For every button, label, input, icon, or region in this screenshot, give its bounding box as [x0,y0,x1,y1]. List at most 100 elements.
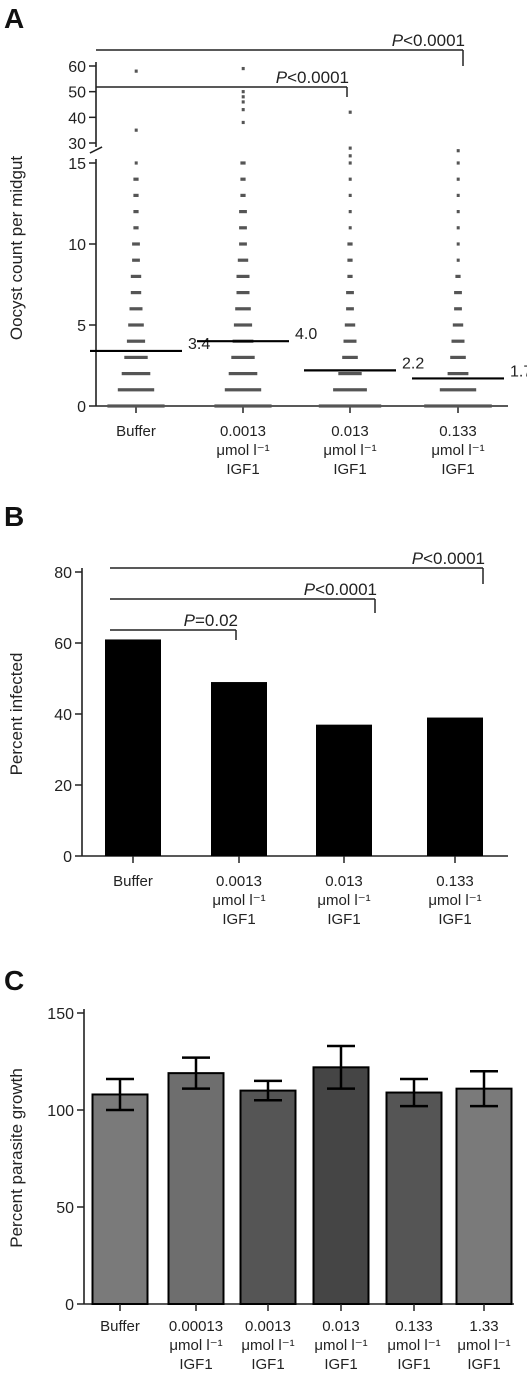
panel-a-mean-label-0: 3.4 [188,336,210,353]
panel-a-ytick-label-60: 60 [68,59,86,76]
panel-c-category-3-0: 0.013 [322,1318,360,1335]
panel-a-ytick-label-0: 0 [77,399,86,416]
panel-a-letter: A [4,3,24,34]
panel-c-ytick-label-0: 0 [65,1297,74,1314]
panel-b-bar-0 [105,639,161,856]
panel-a-point-0-10 [132,242,140,246]
panel-b-annotation-2-label: P=0.02 [184,611,238,630]
panel-c-category-3-1: μmol l⁻¹ [314,1337,367,1354]
panel-c-category-2-2: IGF1 [251,1356,284,1373]
panel-c-category-4-1: μmol l⁻¹ [387,1337,440,1354]
panel-a-category-3-0: 0.133 [439,423,477,440]
panel-a-point-2-8 [347,274,353,278]
panel-a-point-2-0 [318,404,382,408]
panel-a-category-2-2: IGF1 [333,461,366,478]
panel-c-category-5-1: μmol l⁻¹ [457,1337,510,1354]
panel-b-bar-1 [211,682,267,856]
panel-c-category-5-0: 1.33 [469,1318,498,1335]
panel-a-ytick-label-15: 15 [68,156,86,173]
panel-a-point-2-14 [348,177,352,181]
panel-a-point-0-11 [133,226,139,230]
panel-b-category-3-0: 0.133 [436,873,474,890]
panel-a-category-3-1: μmol l⁻¹ [431,442,484,459]
panel-a-point-3-1 [439,388,477,392]
panel-a-point-2-7 [346,291,354,295]
panel-c-bar-4 [385,1091,443,1306]
panel-a-point-0-35 [134,128,138,132]
panel-a-point-1-10 [239,242,247,246]
panel-a-point-3-15 [456,161,460,165]
panel-b-category-2-1: μmol l⁻¹ [317,892,370,909]
panel-a-point-2-13 [348,193,352,197]
panel-a-point-3-5 [452,323,464,327]
panel-c-category-2-1: μmol l⁻¹ [241,1337,294,1354]
panel-a-ytick-label-50: 50 [68,85,86,102]
panel-a-point-1-2 [228,372,258,376]
panel-a-point-1-14 [240,177,246,181]
panel-a-point-0-14 [133,177,139,181]
panel-a-point-3-10 [456,242,460,246]
panel-a-point-3-0 [424,404,492,408]
panel-a-annotation-1-label: P<0.0001 [276,68,349,87]
panel-b-ytick-label-40: 40 [54,707,72,724]
panel-c-category-2-0: 0.0013 [245,1318,291,1335]
panel-a-point-1-38 [241,120,245,125]
panel-a-point-0-3 [124,355,148,359]
panel-b-category-3-1: μmol l⁻¹ [428,892,481,909]
panel-b-category-1-2: IGF1 [222,911,255,928]
panel-a-mean-label-1: 4.0 [295,326,317,343]
panel-a-point-2-42 [348,110,352,114]
panel-c-category-4-0: 0.133 [395,1318,433,1335]
panel-c-bar-2 [239,1089,297,1305]
panel-a-point-1-13 [240,193,246,197]
panel-a-point-0-1 [117,388,155,392]
panel-a-point-1-46 [241,100,245,104]
panel-a-mean-label-3: 1.7 [510,363,527,380]
panel-b-ytick-label-60: 60 [54,636,72,653]
panel-a-point-1-48 [241,95,245,99]
panel-a-category-1-2: IGF1 [226,461,259,478]
panel-a-point-2-5 [344,323,356,327]
panel-a-point-2-15 [348,161,352,165]
panel-c-ytick-label-100: 100 [47,1103,74,1120]
panel-a-point-1-12 [239,210,247,214]
panel-a-point-2-12 [348,210,352,214]
panel-a-point-0-15 [134,161,138,165]
panel-c-category-1-1: μmol l⁻¹ [169,1337,222,1354]
panel-b: B Percent infected 0 20 40 60 80 P<0.0001 P<0.00… [4,501,508,928]
panel-a: A Oocyst count per midgut 0 5 10 15 30 40 50 60 3.… [4,3,527,478]
panel-a-point-2-3 [342,355,358,359]
panel-a-point-2-2 [338,372,362,376]
panel-a-category-2-1: μmol l⁻¹ [323,442,376,459]
panel-c-category-0-0: Buffer [100,1318,140,1335]
panel-a-point-2-10 [347,242,353,246]
panel-a-point-0-2 [121,372,151,376]
panel-c-bar-1 [167,1072,225,1306]
panel-c-ylabel: Percent parasite growth [7,1068,26,1248]
panel-a-point-2-6 [346,307,354,311]
panel-c-category-4-2: IGF1 [397,1356,430,1373]
panel-a-point-0-6 [129,307,143,311]
panel-a-category-0-0: Buffer [116,423,156,440]
panel-a-point-0-13 [133,193,139,197]
panel-c-category-1-0: 0.00013 [169,1318,223,1335]
panel-c-category-5-2: IGF1 [467,1356,500,1373]
panel-a-point-3-4 [451,339,465,343]
panel-a-category-1-1: μmol l⁻¹ [216,442,269,459]
panel-a-point-0-9 [132,258,140,262]
panel-a-point-3-8 [455,274,461,278]
panel-a-point-1-11 [239,226,247,230]
panel-b-bar-2 [316,724,372,856]
panel-b-annotation-0-label: P<0.0001 [412,549,485,568]
panel-a-point-1-5 [233,323,253,327]
panel-a-axis-break-2 [89,146,103,154]
panel-b-ytick-label-80: 80 [54,565,72,582]
panel-b-category-3-2: IGF1 [438,911,471,928]
panel-a-point-0-0 [107,404,165,408]
panel-a-point-3-11 [456,226,460,230]
panel-c-category-3-2: IGF1 [324,1356,357,1373]
panel-a-point-1-59 [241,66,245,71]
panel-b-category-2-2: IGF1 [327,911,360,928]
panel-b-letter: B [4,501,24,532]
panel-b-ytick-label-0: 0 [63,849,72,866]
